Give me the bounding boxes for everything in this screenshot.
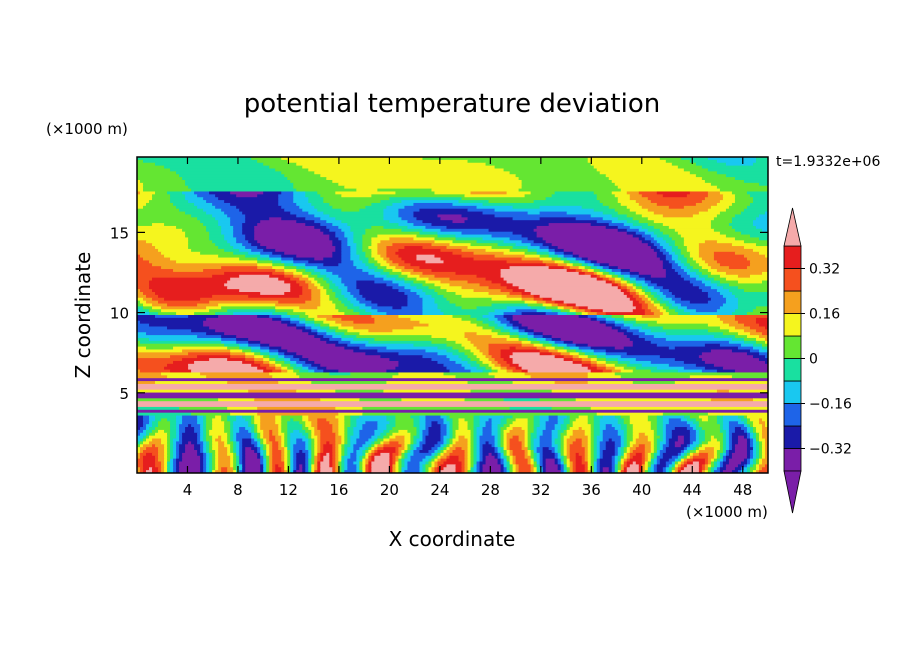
colorbar-band: [783, 448, 802, 472]
colorbar-band: [783, 313, 802, 337]
x-tick-label: 40: [632, 481, 651, 499]
colorbar-band: [783, 268, 802, 292]
x-axis: 4 8 12 16 20 24 28 32 36 40 44 48: [183, 157, 752, 499]
colorbar-tick-label: −0.16: [809, 397, 852, 413]
colorbar-tick-label: −0.32: [809, 442, 852, 458]
colorbar-tick-label: 0: [809, 352, 818, 368]
y-tick-label: 5: [119, 385, 129, 403]
x-tick-label: 48: [733, 481, 752, 499]
x-tick-label: 12: [279, 481, 298, 499]
y-axis-label: Z coordinate: [71, 252, 95, 379]
x-unit-label: (×1000 m): [686, 503, 768, 521]
colorbar-under-triangle: [783, 470, 802, 514]
chart-title: potential temperature deviation: [244, 89, 660, 119]
colorbar-over-triangle: [783, 207, 802, 247]
colorbar-band: [783, 380, 802, 404]
x-axis-label: X coordinate: [389, 527, 516, 551]
y-unit-label: (×1000 m): [46, 120, 128, 138]
plot-area: [137, 157, 768, 473]
y-tick-label: 10: [110, 305, 129, 323]
colorbar: −0.32 −0.16 0 0.16 0.32: [783, 207, 852, 514]
colorbar-band: [783, 403, 802, 427]
x-tick-label: 20: [380, 481, 399, 499]
y-axis: 5 10 15: [110, 224, 768, 403]
time-label: t=1.9332e+06: [776, 154, 880, 170]
colorbar-band: [783, 245, 802, 269]
colorbar-band: [783, 425, 802, 449]
x-tick-label: 32: [531, 481, 550, 499]
x-tick-label: 4: [183, 481, 193, 499]
plot-frame: [136, 156, 769, 474]
y-tick-label: 15: [110, 224, 129, 242]
colorbar-band: [783, 335, 802, 359]
colorbar-tick-label: 0.32: [809, 262, 840, 278]
x-tick-label: 8: [233, 481, 243, 499]
x-tick-label: 36: [582, 481, 601, 499]
x-tick-label: 28: [481, 481, 500, 499]
colorbar-tick-label: 0.16: [809, 307, 840, 323]
colorbar-band: [783, 290, 802, 314]
x-tick-label: 16: [329, 481, 348, 499]
x-tick-label: 44: [683, 481, 702, 499]
x-tick-label: 24: [430, 481, 449, 499]
colorbar-band: [783, 358, 802, 382]
